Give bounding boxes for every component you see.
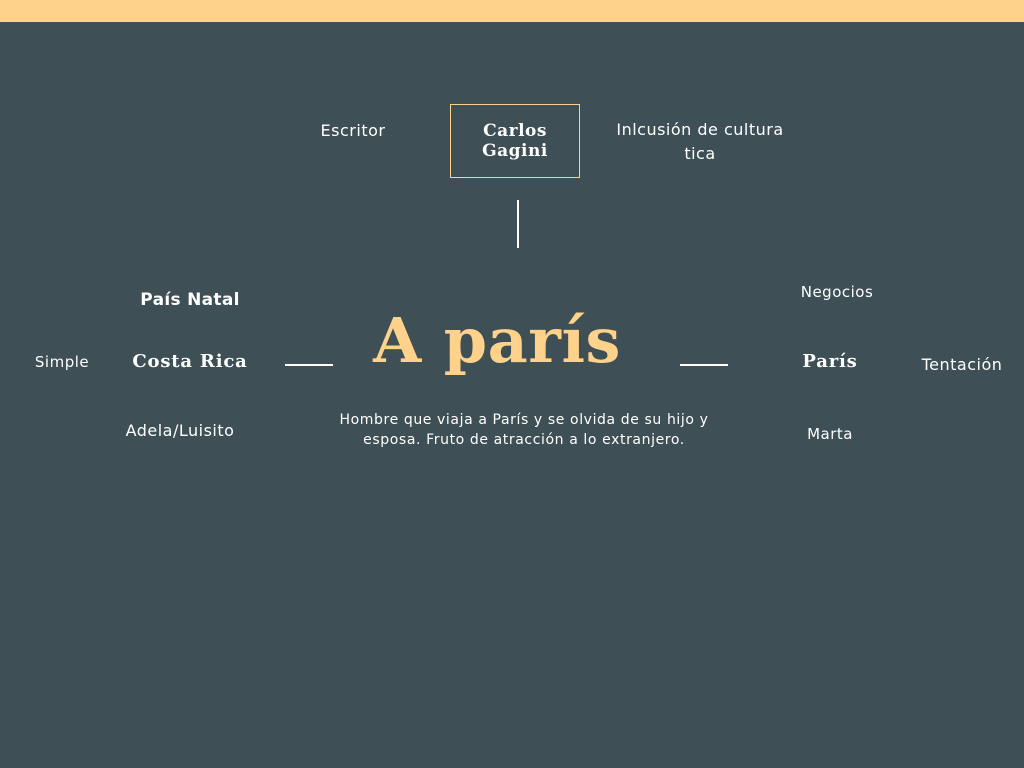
right-branch-side-note: Tentación: [921, 355, 1003, 374]
author-title-connector: [517, 200, 519, 248]
right-branch-heading: Negocios: [800, 283, 874, 301]
author-inclusion-note: Inlcusión de cultura tica: [616, 120, 784, 163]
left-branch-heading: País Natal: [140, 290, 240, 310]
author-box: Carlos Gagini: [450, 104, 580, 178]
left-branch-connector: [285, 364, 333, 366]
left-branch-side-note: Simple: [34, 353, 90, 371]
author-role-label: Escritor: [320, 121, 386, 140]
work-title: A parís: [373, 304, 621, 377]
top-accent-bar: [0, 0, 1024, 22]
right-branch-place: París: [802, 351, 858, 372]
right-branch-connector: [680, 364, 728, 366]
left-branch-place: Costa Rica: [132, 351, 248, 372]
right-branch-characters: Marta: [807, 425, 853, 443]
author-name: Carlos Gagini: [482, 121, 548, 161]
left-branch-characters: Adela/Luisito: [125, 421, 235, 440]
work-summary: Hombre que viaja a París y se olvida de …: [339, 412, 709, 448]
